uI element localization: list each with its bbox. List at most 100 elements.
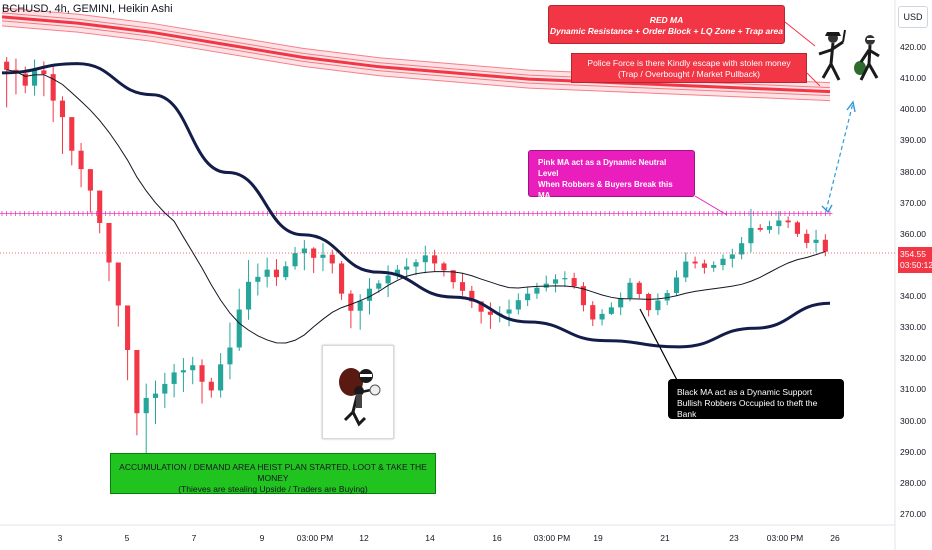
- pink-ma-marker: +: [516, 209, 523, 218]
- candle-body: [236, 309, 242, 348]
- pink-ma-marker: +: [728, 209, 735, 218]
- pink-ma-marker: +: [48, 209, 55, 218]
- red-ma-band-line: [1, 25, 831, 102]
- pink-ma-marker: +: [314, 209, 321, 218]
- pink-ma-marker: +: [422, 209, 429, 218]
- candle-body: [311, 248, 317, 258]
- last-price-tag: 354.55 03:50:12: [898, 247, 932, 273]
- candle-body: [432, 255, 438, 264]
- pink-ma-marker: +: [822, 209, 829, 218]
- candle-body: [329, 254, 335, 264]
- candle-body: [69, 117, 75, 151]
- candle-body: [506, 309, 512, 314]
- pink-ma-marker: +: [426, 209, 433, 218]
- candle-body: [366, 288, 373, 301]
- pink-callout-line3: Trend will continue to move on Bullish: [538, 202, 685, 211]
- pink-ma-marker: +: [350, 209, 357, 218]
- red-ma-callout[interactable]: RED MA Dynamic Resistance + Order Block …: [548, 5, 785, 44]
- pink-ma-marker: +: [260, 209, 267, 218]
- pink-ma-marker: +: [21, 209, 28, 218]
- pink-ma-marker: +: [750, 209, 757, 218]
- candle-body: [413, 262, 419, 267]
- pink-ma-marker: +: [642, 209, 649, 218]
- pink-ma-marker: +: [633, 209, 640, 218]
- pink-ma-marker: +: [431, 209, 438, 218]
- price-scale-label: 390.00: [900, 135, 926, 146]
- robber-sticker-image[interactable]: [322, 345, 394, 439]
- accumulation-callout[interactable]: ACCUMULATION / DEMAND AREA HEIST PLAN ST…: [110, 453, 436, 494]
- pink-ma-marker: +: [413, 209, 420, 218]
- pink-ma-marker: +: [188, 209, 195, 218]
- candle-body: [627, 282, 633, 299]
- candle-body: [32, 70, 38, 86]
- candle-body: [711, 264, 717, 268]
- pink-ma-marker: +: [143, 209, 150, 218]
- time-scale-label: 03:00 PM: [296, 533, 334, 543]
- pink-ma-marker: +: [305, 209, 312, 218]
- red-ma-callout-title: RED MA: [649, 15, 684, 25]
- pink-ma-marker: +: [93, 209, 100, 218]
- pink-ma-marker: +: [381, 209, 388, 218]
- pink-ma-marker: +: [336, 209, 343, 218]
- pink-ma-marker: +: [57, 209, 64, 218]
- candle-body: [115, 262, 121, 306]
- bar-countdown: 03:50:12: [900, 260, 932, 270]
- pink-ma-marker: +: [647, 209, 654, 218]
- pink-ma-marker: +: [327, 209, 334, 218]
- pink-ma-marker: +: [579, 209, 586, 218]
- pink-ma-marker: +: [174, 209, 181, 218]
- symbol-title[interactable]: BCHUSD, 4h, GEMINI, Heikin Ashi: [2, 3, 173, 15]
- pink-ma-marker: +: [791, 209, 798, 218]
- pink-ma-marker: +: [323, 209, 330, 218]
- candle-body: [646, 293, 652, 311]
- pink-ma-marker: +: [341, 209, 348, 218]
- candle-body: [292, 253, 298, 267]
- pink-ma-marker: +: [35, 209, 42, 218]
- pink-ma-marker: +: [561, 209, 568, 218]
- pink-ma-marker: +: [287, 209, 294, 218]
- pink-ma-marker: +: [120, 209, 127, 218]
- candle-body: [766, 226, 773, 230]
- pink-ma-marker: +: [386, 209, 393, 218]
- candle-body: [301, 248, 307, 254]
- candle-body: [171, 372, 177, 384]
- candle-body: [255, 276, 261, 282]
- pink-ma-marker: +: [701, 209, 708, 218]
- pink-ma-marker: +: [498, 209, 505, 218]
- pink-ma-marker: +: [210, 209, 217, 218]
- pink-ma-marker: +: [683, 209, 690, 218]
- pink-ma-marker: +: [273, 209, 280, 218]
- pink-callout-line1: Pink MA act as a Dynamic Neutral Level: [538, 158, 667, 178]
- candle-body: [729, 254, 735, 259]
- pink-ma-marker: +: [30, 209, 37, 218]
- pink-ma-marker: +: [377, 209, 384, 218]
- pink-ma-marker: +: [530, 209, 537, 218]
- pink-ma-marker: +: [147, 209, 154, 218]
- candle-body: [794, 222, 800, 234]
- candle-body: [478, 301, 484, 312]
- candle-body: [757, 227, 763, 230]
- pink-ma-marker: +: [152, 209, 159, 218]
- pink-ma-marker: +: [723, 209, 730, 218]
- pink-ma-marker: +: [804, 209, 811, 218]
- time-scale-label: 03:00 PM: [533, 533, 571, 543]
- candle-body: [487, 311, 493, 315]
- pink-ma-marker: +: [755, 209, 762, 218]
- red-ma-band-line: [1, 20, 831, 97]
- price-scale-label: 300.00: [900, 415, 926, 426]
- currency-button[interactable]: USD: [898, 6, 928, 28]
- pink-ma-marker: +: [17, 209, 24, 218]
- candle-body: [97, 190, 103, 223]
- police-callout[interactable]: Police Force is there Kindly escape with…: [571, 53, 807, 83]
- candle-body: [571, 278, 577, 287]
- price-scale-label: 320.00: [900, 353, 926, 364]
- price-scale-label: 410.00: [900, 73, 926, 84]
- pink-ma-callout[interactable]: Pink MA act as a Dynamic Neutral Level W…: [528, 150, 695, 211]
- pink-ma-marker: +: [71, 209, 78, 218]
- pink-ma-marker: +: [759, 209, 766, 218]
- black-ma-callout[interactable]: Black MA act as a Dynamic Support Bullis…: [668, 379, 844, 419]
- candle-body: [162, 383, 168, 394]
- black-callout-line2: Bullish Robbers Occupied to theft the Ba…: [677, 398, 818, 419]
- pink-ma-marker: +: [224, 209, 231, 218]
- time-scale-label: 26: [830, 533, 840, 543]
